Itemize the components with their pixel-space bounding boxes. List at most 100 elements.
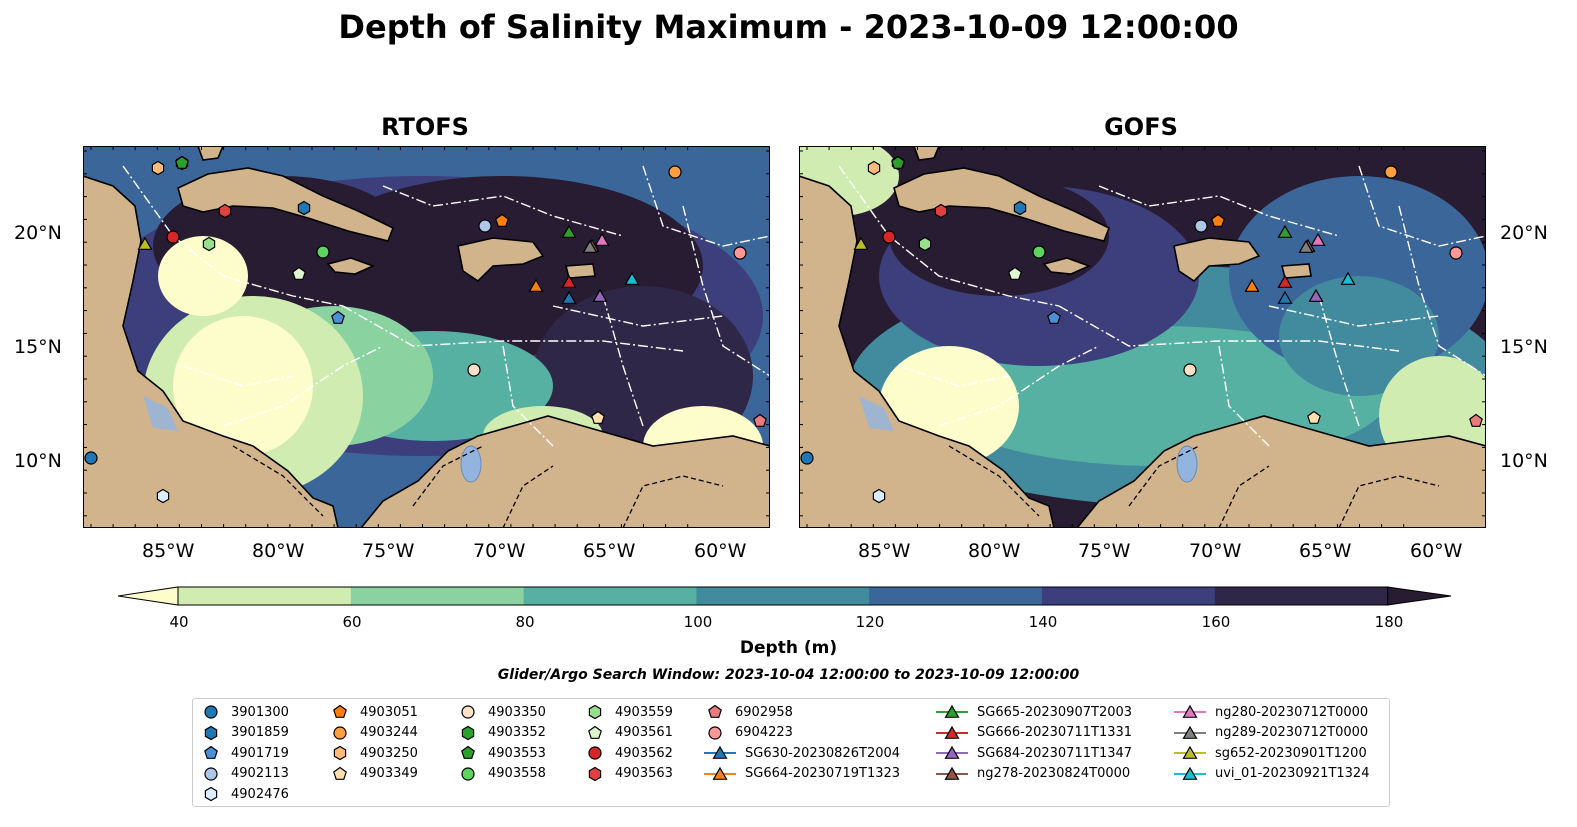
mapL-marker-4903563[interactable]: [218, 203, 232, 219]
mapR-marker-4903051[interactable]: [1211, 213, 1225, 227]
legend-symbol: [588, 704, 602, 720]
mapL-marker-4903562[interactable]: [166, 230, 180, 244]
legend-item-6904223: 6904223: [703, 723, 793, 743]
mapR-marker-4903562[interactable]: [882, 230, 896, 244]
mapR-marker-6902958[interactable]: [1469, 413, 1483, 427]
mapL-land-1: [359, 415, 770, 528]
mapL-marker-3901859[interactable]: [297, 200, 311, 216]
legend-label: ng289-20230712T0000: [1215, 725, 1369, 740]
legend-marker: [588, 725, 602, 739]
lat-label-10n-right: 10°N: [1500, 450, 1548, 472]
mapR-marker-4903250[interactable]: [867, 160, 881, 176]
mapL-marker-6904223[interactable]: [733, 246, 747, 260]
legend-label: SG684-20230711T1347: [977, 745, 1133, 761]
rtofs-map: [83, 146, 770, 528]
legend-item-SG666-20230711T1331: SG666-20230711T1331: [935, 723, 1132, 743]
mapR-marker-4903349[interactable]: [1307, 410, 1321, 424]
mapL-marker-4903558[interactable]: [316, 245, 330, 259]
mapL-marker-sg652-20230901T1200[interactable]: [137, 236, 153, 250]
mapR-marker-3901859[interactable]: [1013, 200, 1027, 216]
legend: 3901300 3901859 4901719 4902113 4902476 49030…: [192, 698, 1390, 807]
mapL-marker-4903559[interactable]: [202, 236, 216, 252]
mapR-marker-4903561[interactable]: [1008, 266, 1022, 280]
mapR-marker-4903350[interactable]: [1183, 363, 1197, 377]
mapR-land-4: [1042, 257, 1092, 275]
legend-item-4902113: 4902113: [199, 764, 289, 784]
mapR-marker-SG666-20230711T1331[interactable]: [1277, 274, 1293, 288]
legend-symbol: [1174, 766, 1206, 780]
mapR-marker-3901300[interactable]: [800, 451, 814, 465]
mapR-marker-4903563[interactable]: [934, 203, 948, 219]
mapR-marker-uvi_01-20230921T1324[interactable]: [1340, 271, 1356, 285]
mapL-eez-boundary-8: [642, 165, 770, 247]
mapL-marker-4901719[interactable]: [331, 310, 345, 324]
mapR-marker-4901719[interactable]: [1047, 310, 1061, 324]
cbar-tick-40: 40: [169, 613, 189, 631]
legend-label: 3901859: [231, 725, 289, 740]
lat-label-20n-right: 20°N: [1500, 222, 1548, 244]
mapL-marker-4903553[interactable]: [175, 155, 189, 169]
mapL-marker-SG684-20230711T1347[interactable]: [592, 288, 608, 302]
mapR-marker-SG664-20230719T1323[interactable]: [1244, 278, 1260, 292]
lat-label-15n-left: 15°N: [14, 336, 62, 358]
mapR-marker-ng280-20230712T0000[interactable]: [1310, 232, 1326, 246]
legend-label: 4902476: [231, 786, 289, 802]
mapR-marker-4903553[interactable]: [891, 155, 905, 169]
mapR-marker-4902476[interactable]: [872, 488, 886, 504]
legend-item-6902958: 6902958: [703, 702, 793, 722]
colorbar-extend-min: [118, 586, 179, 606]
mapL-marker-4903244[interactable]: [668, 165, 682, 179]
cbar-tick-180: 180: [1374, 613, 1404, 631]
mapL-marker-4902113[interactable]: [478, 219, 492, 233]
mapL-marker-4902476[interactable]: [156, 488, 170, 504]
legend-symbol: [704, 745, 736, 759]
mapL-marker-4903051[interactable]: [495, 213, 509, 227]
lon-label-85w-left: 85°W: [142, 540, 195, 562]
mapR-marker-SG665-20230907T2003[interactable]: [1277, 224, 1293, 238]
legend-symbol: [204, 766, 218, 781]
mapR-marker-sg652-20230901T1200[interactable]: [853, 236, 869, 250]
legend-symbol: [708, 704, 722, 718]
mapL-eez-boundary-9: [552, 305, 724, 327]
mapR-marker-4903559[interactable]: [918, 236, 932, 252]
legend-marker: [588, 766, 602, 781]
legend-label: 4903561: [615, 725, 673, 740]
mapL-lake-nicaragua: [143, 396, 178, 431]
mapR-eez-boundary-8: [1358, 165, 1486, 247]
mapL-marker-SG666-20230711T1331[interactable]: [561, 274, 577, 288]
mapL-marker-ng289-20230712T0000[interactable]: [582, 239, 598, 253]
legend-symbol: [936, 745, 968, 759]
mapL-marker-4903561[interactable]: [292, 266, 306, 280]
mapR-country-border-0: [948, 445, 1040, 517]
legend-item-4903051: 4903051: [328, 702, 418, 722]
mapL-marker-6902958[interactable]: [753, 413, 767, 427]
mapL-marker-4903350[interactable]: [467, 363, 481, 377]
legend-symbol: [204, 786, 218, 802]
mapR-marker-ng289-20230712T0000[interactable]: [1298, 239, 1314, 253]
mapL-marker-3901300[interactable]: [84, 451, 98, 465]
search-window-text: Glider/Argo Search Window: 2023-10-04 12…: [497, 667, 1080, 683]
mapL-marker-4903250[interactable]: [151, 160, 165, 176]
mapL-marker-SG664-20230719T1323[interactable]: [528, 278, 544, 292]
legend-label: 4902113: [231, 766, 289, 781]
mapL-marker-ng280-20230712T0000[interactable]: [594, 232, 610, 246]
legend-item-4903352: 4903352: [456, 723, 546, 743]
legend-item-ng278-20230824T0000: ng278-20230824T0000: [935, 764, 1130, 784]
lat-label-10n-left: 10°N: [14, 450, 62, 472]
mapR-country-border-1: [1128, 445, 1200, 507]
mapR-marker-4903558[interactable]: [1032, 245, 1046, 259]
legend-item-4903350: 4903350: [456, 702, 546, 722]
colorbar-bin-60: [350, 587, 525, 605]
mapR-marker-6904223[interactable]: [1449, 246, 1463, 260]
mapR-marker-4902113[interactable]: [1194, 219, 1208, 233]
mapL-marker-uvi_01-20230921T1324[interactable]: [624, 271, 640, 285]
legend-marker: [461, 766, 475, 781]
mapR-marker-4903244[interactable]: [1384, 165, 1398, 179]
mapL-land-2: [177, 167, 395, 242]
mapL-marker-SG665-20230907T2003[interactable]: [561, 224, 577, 238]
lon-label-70w-left: 70°W: [473, 540, 526, 562]
mapR-marker-SG684-20230711T1347[interactable]: [1308, 288, 1324, 302]
mapR-marker-SG630-20230826T2004[interactable]: [1277, 290, 1293, 304]
mapL-marker-SG630-20230826T2004[interactable]: [561, 290, 577, 304]
mapL-marker-4903349[interactable]: [591, 410, 605, 424]
